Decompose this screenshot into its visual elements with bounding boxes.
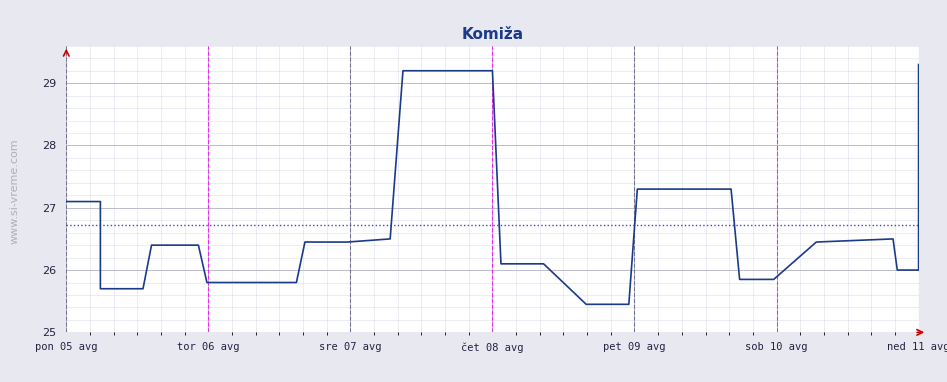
Text: www.si-vreme.com: www.si-vreme.com (9, 138, 19, 244)
Title: Komiža: Komiža (461, 27, 524, 42)
